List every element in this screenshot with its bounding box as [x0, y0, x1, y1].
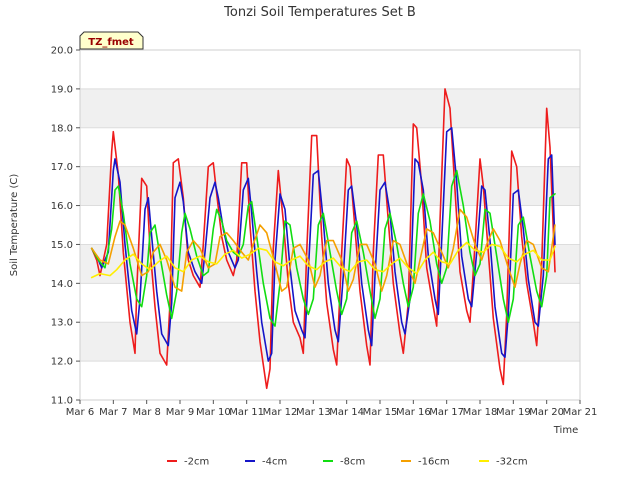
y-tick-label: 16.0 [51, 201, 73, 212]
x-tick-label: Mar 7 [99, 407, 127, 418]
x-tick-label: Mar 18 [463, 407, 498, 418]
grid-band [80, 88, 580, 128]
series-line [90, 208, 556, 292]
series-line [90, 241, 556, 279]
site-badge: TZ_fmet [79, 31, 144, 50]
x-tick-label: Mar 17 [429, 407, 464, 418]
legend-label: -2cm [184, 457, 209, 468]
site-badge-box [79, 31, 144, 50]
x-tick-label: Mar 11 [229, 407, 264, 418]
x-tick-label: Mar 12 [263, 407, 298, 418]
y-tick-label: 12.0 [51, 357, 73, 368]
y-tick-label: 14.0 [51, 279, 73, 290]
x-tick-label: Mar 9 [166, 407, 194, 418]
x-tick-label: Mar 10 [196, 407, 231, 418]
y-axis-label: Soil Temperature (C) [9, 174, 20, 277]
series-layer [90, 88, 556, 390]
y-tick-label: 13.0 [51, 318, 73, 329]
legend-label: -8cm [340, 457, 365, 468]
x-tick-label: Mar 21 [563, 407, 598, 418]
x-tick-label: Mar 15 [363, 407, 398, 418]
x-tick-label: Mar 6 [66, 407, 94, 418]
legend-label: -4cm [262, 457, 287, 468]
y-tick-label: 19.0 [51, 84, 73, 95]
y-tick-label: 11.0 [51, 396, 73, 407]
x-tick-label: Mar 16 [396, 407, 431, 418]
series-line [90, 127, 556, 362]
y-tick-label: 17.0 [51, 162, 73, 173]
y-axis: 11.0 12.0 13.0 14.0 15.0 16.0 17.0 18.0 19.0 20.0 [51, 46, 80, 407]
series-line [90, 169, 556, 327]
legend: -2cm -4cm -8cm -16cm -32cm [167, 457, 528, 468]
x-tick-label: Mar 20 [529, 407, 564, 418]
legend-label: -16cm [418, 457, 450, 468]
site-badge-label: TZ_fmet [88, 37, 134, 48]
x-tick-label: Mar 13 [296, 407, 331, 418]
chart-title: Tonzi Soil Temperatures Set B [223, 5, 416, 20]
x-tick-label: Mar 14 [329, 407, 364, 418]
legend-label: -32cm [496, 457, 528, 468]
x-tick-label: Mar 8 [132, 407, 160, 418]
grid-band [80, 166, 580, 206]
y-tick-label: 18.0 [51, 123, 73, 134]
x-tick-label: Mar 19 [496, 407, 531, 418]
y-tick-label: 15.0 [51, 240, 73, 251]
plot-frame [79, 49, 581, 401]
x-axis-label: Time [553, 425, 578, 436]
y-tick-label: 20.0 [51, 46, 73, 57]
